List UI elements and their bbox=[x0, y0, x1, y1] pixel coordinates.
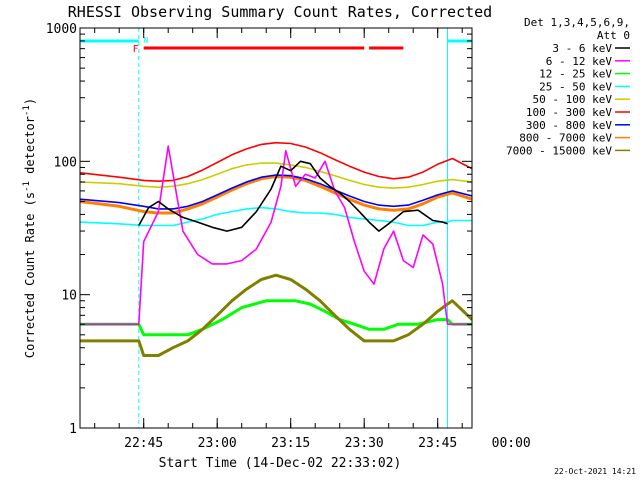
y-axis-label: Corrected Count Rate (s-1 detector-1) bbox=[22, 98, 37, 358]
series-line-100-300-keV bbox=[80, 141, 472, 182]
x-axis: 22:45 23:00 23:15 23:30 23:45 00:00 bbox=[94, 28, 531, 451]
night-marker-label: N bbox=[143, 36, 148, 45]
series-line-7000-15000-keV bbox=[80, 273, 472, 357]
flag-bar-label-1: F bbox=[133, 44, 139, 55]
y-axis-label-superscript-2: -1 bbox=[22, 105, 32, 116]
footer-date: 22-Oct-2021 14:21 bbox=[554, 467, 636, 476]
series-line-12-25-keV bbox=[80, 299, 472, 337]
series-line-800-7000-keV bbox=[80, 175, 472, 215]
legend-label-2: 12 - 25 keV bbox=[539, 68, 612, 81]
y-tick-label-2: 100 bbox=[54, 155, 77, 170]
chart-title: RHESSI Observing Summary Count Rates, Co… bbox=[68, 3, 492, 21]
y-axis-label-part-2: detector bbox=[23, 116, 37, 181]
y-tick-label-0: 1 bbox=[69, 422, 77, 437]
series-line-25-50-keV bbox=[80, 206, 472, 227]
y-axis-label-part-1: Corrected Count Rate (s bbox=[23, 192, 37, 358]
legend-label-3: 25 - 50 keV bbox=[539, 80, 612, 93]
x-tick-label-0: 22:45 bbox=[124, 436, 163, 451]
x-tick-label-1: 23:00 bbox=[198, 436, 237, 451]
y-axis-label-part-3: ) bbox=[23, 98, 37, 105]
legend-label-8: 7000 - 15000 keV bbox=[506, 144, 612, 157]
y-tick-label-1: 10 bbox=[61, 289, 77, 304]
legend-header-line-1: Att 0 bbox=[597, 29, 630, 42]
series-line-3-6-keV bbox=[138, 160, 448, 232]
x-tick-label-5: 00:00 bbox=[492, 436, 531, 451]
x-tick-label-2: 23:15 bbox=[271, 436, 310, 451]
y-axis-label-superscript-1: -1 bbox=[22, 181, 32, 192]
legend-label-1: 6 - 12 keV bbox=[546, 55, 613, 68]
legend-label-7: 800 - 7000 keV bbox=[519, 132, 612, 145]
legend-label-6: 300 - 800 keV bbox=[526, 119, 612, 132]
plot-area: FN bbox=[80, 28, 472, 428]
plot-frame bbox=[79, 27, 473, 429]
y-tick-label-3: 1000 bbox=[46, 22, 77, 37]
x-tick-label-4: 23:45 bbox=[418, 436, 457, 451]
x-tick-label-3: 23:30 bbox=[345, 436, 384, 451]
legend-label-0: 3 - 6 keV bbox=[552, 42, 612, 55]
x-axis-label: Start Time (14-Dec-02 22:33:02) bbox=[159, 456, 402, 471]
series-line-50-100-keV bbox=[80, 162, 472, 189]
series-line-6-12-keV bbox=[80, 145, 472, 326]
series-line-300-800-keV bbox=[80, 174, 472, 210]
legend-label-4: 50 - 100 keV bbox=[533, 93, 613, 106]
legend-header-line-0: Det 1,3,4,5,6,9, bbox=[524, 16, 630, 29]
legend-label-5: 100 - 300 keV bbox=[526, 106, 612, 119]
y-axis: 1 10 100 1000 bbox=[46, 22, 472, 437]
